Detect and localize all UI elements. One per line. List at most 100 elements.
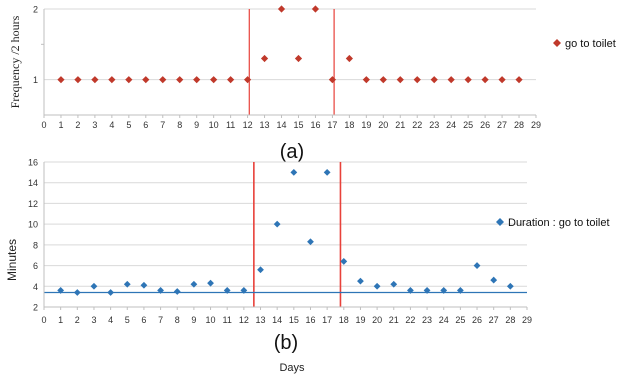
- chart-a-panel-label: (a): [280, 141, 304, 163]
- chart-b-x-label: Days: [279, 362, 305, 374]
- data-point: [481, 76, 489, 84]
- chart-b-panel-label: (b): [274, 332, 298, 354]
- data-point: [464, 76, 472, 84]
- chart-a-y-label: Frequency /2 hours: [8, 15, 22, 108]
- data-point: [407, 287, 414, 294]
- chart-b-grid: [44, 161, 527, 308]
- x-tick-label: 29: [531, 120, 541, 130]
- x-tick-label: 9: [191, 315, 196, 325]
- x-tick-label: 15: [289, 315, 299, 325]
- data-point: [57, 76, 65, 84]
- data-point: [362, 76, 370, 84]
- chart-b-vertical-lines: [253, 162, 342, 307]
- data-point: [423, 287, 431, 294]
- x-tick-label: 14: [277, 120, 287, 130]
- x-tick-label: 11: [226, 120, 235, 130]
- data-point: [340, 258, 348, 265]
- x-tick-label: 26: [472, 315, 482, 325]
- chart-a: 0 1 2 3 4 5 6 7 8 9 10 11 12 13 14 15 16 17 18 19 20 21 22 23 24…: [8, 5, 616, 164]
- x-tick-label: 8: [175, 315, 180, 325]
- x-tick-label: 27: [497, 120, 507, 130]
- x-tick-label: 11: [223, 315, 232, 325]
- x-tick-label: 18: [339, 315, 349, 325]
- data-point: [390, 280, 398, 288]
- data-point: [190, 280, 198, 288]
- x-tick-label: 20: [372, 315, 382, 325]
- chart-b-y-ticks: 2 4 6 8 10 12 14 16: [28, 158, 38, 313]
- data-point: [243, 76, 252, 84]
- data-point: [413, 76, 421, 84]
- chart-a-axes: [41, 9, 537, 118]
- x-tick-label: 5: [126, 120, 131, 130]
- data-point: [396, 76, 404, 84]
- y-tick-label: 2: [33, 5, 38, 15]
- x-tick-label: 6: [141, 315, 146, 325]
- x-tick-label: 0: [41, 315, 46, 325]
- chart-b: 0 1 2 3 4 5 6 7 8 9 10 11 12 13 14 15 16 17 18 19 20 21 22 23 24…: [5, 158, 610, 375]
- x-tick-label: 16: [310, 120, 320, 130]
- data-point: [91, 76, 99, 84]
- data-point: [506, 282, 514, 290]
- data-point: [456, 287, 464, 294]
- x-tick-label: 21: [389, 315, 399, 325]
- y-tick-label: 8: [33, 240, 38, 250]
- x-tick-label: 23: [422, 315, 432, 325]
- x-tick-label: 18: [344, 120, 354, 130]
- x-tick-label: 9: [194, 120, 199, 130]
- data-point: [227, 76, 235, 84]
- chart-a-y-ticks: 12: [33, 5, 38, 86]
- x-tick-label: 7: [158, 315, 163, 325]
- data-point: [210, 76, 218, 84]
- chart-b-legend: Duration : go to toilet: [496, 217, 610, 229]
- x-tick-label: 6: [143, 120, 148, 130]
- data-point: [140, 281, 148, 289]
- x-tick-label: 4: [108, 315, 113, 325]
- x-tick-label: 2: [75, 120, 80, 130]
- chart-b-axes: [43, 162, 528, 310]
- x-tick-label: 10: [206, 315, 216, 325]
- x-tick-label: 22: [405, 315, 415, 325]
- x-tick-label: 25: [463, 120, 473, 130]
- data-point: [440, 287, 448, 294]
- y-tick-label: 2: [33, 303, 38, 313]
- x-tick-label: 1: [58, 120, 63, 130]
- data-point: [108, 76, 116, 84]
- x-tick-label: 22: [412, 120, 422, 130]
- y-tick-label: 10: [28, 220, 38, 230]
- chart-a-legend-marker: [553, 39, 561, 47]
- data-point: [357, 277, 364, 285]
- chart-b-y-label: Minutes: [5, 239, 19, 281]
- data-point: [240, 287, 248, 294]
- chart-b-points: [57, 168, 514, 296]
- data-point: [328, 76, 337, 84]
- x-tick-label: 4: [109, 120, 114, 130]
- x-tick-label: 19: [355, 315, 365, 325]
- x-tick-label: 1: [58, 315, 63, 325]
- chart-a-grid: [44, 8, 536, 81]
- chart-a-legend: go to toilet: [553, 38, 616, 50]
- data-point: [311, 5, 320, 13]
- data-point: [159, 76, 167, 84]
- x-tick-label: 17: [322, 315, 332, 325]
- x-tick-label: 26: [480, 120, 490, 130]
- x-tick-label: 17: [327, 120, 337, 130]
- data-point: [74, 76, 82, 84]
- data-point: [345, 54, 353, 63]
- data-point: [473, 262, 481, 269]
- data-point: [207, 279, 214, 287]
- data-point: [125, 76, 133, 84]
- chart-b-legend-label: Duration : go to toilet: [508, 217, 610, 229]
- y-tick-label: 16: [28, 158, 38, 168]
- data-point: [515, 76, 523, 84]
- data-point: [123, 280, 131, 288]
- x-tick-label: 23: [429, 120, 439, 130]
- data-point: [142, 76, 150, 84]
- data-point: [294, 54, 303, 63]
- data-point: [498, 76, 506, 84]
- chart-a-vertical-lines: [248, 9, 335, 115]
- x-tick-label: 14: [272, 315, 282, 325]
- chart-a-x-ticks: 0 1 2 3 4 5 6 7 8 9 10 11 12 13 14 15 16 17 18 19 20 21 22 23 24…: [41, 120, 541, 130]
- chart-a-points: [57, 5, 523, 84]
- x-tick-label: 27: [489, 315, 499, 325]
